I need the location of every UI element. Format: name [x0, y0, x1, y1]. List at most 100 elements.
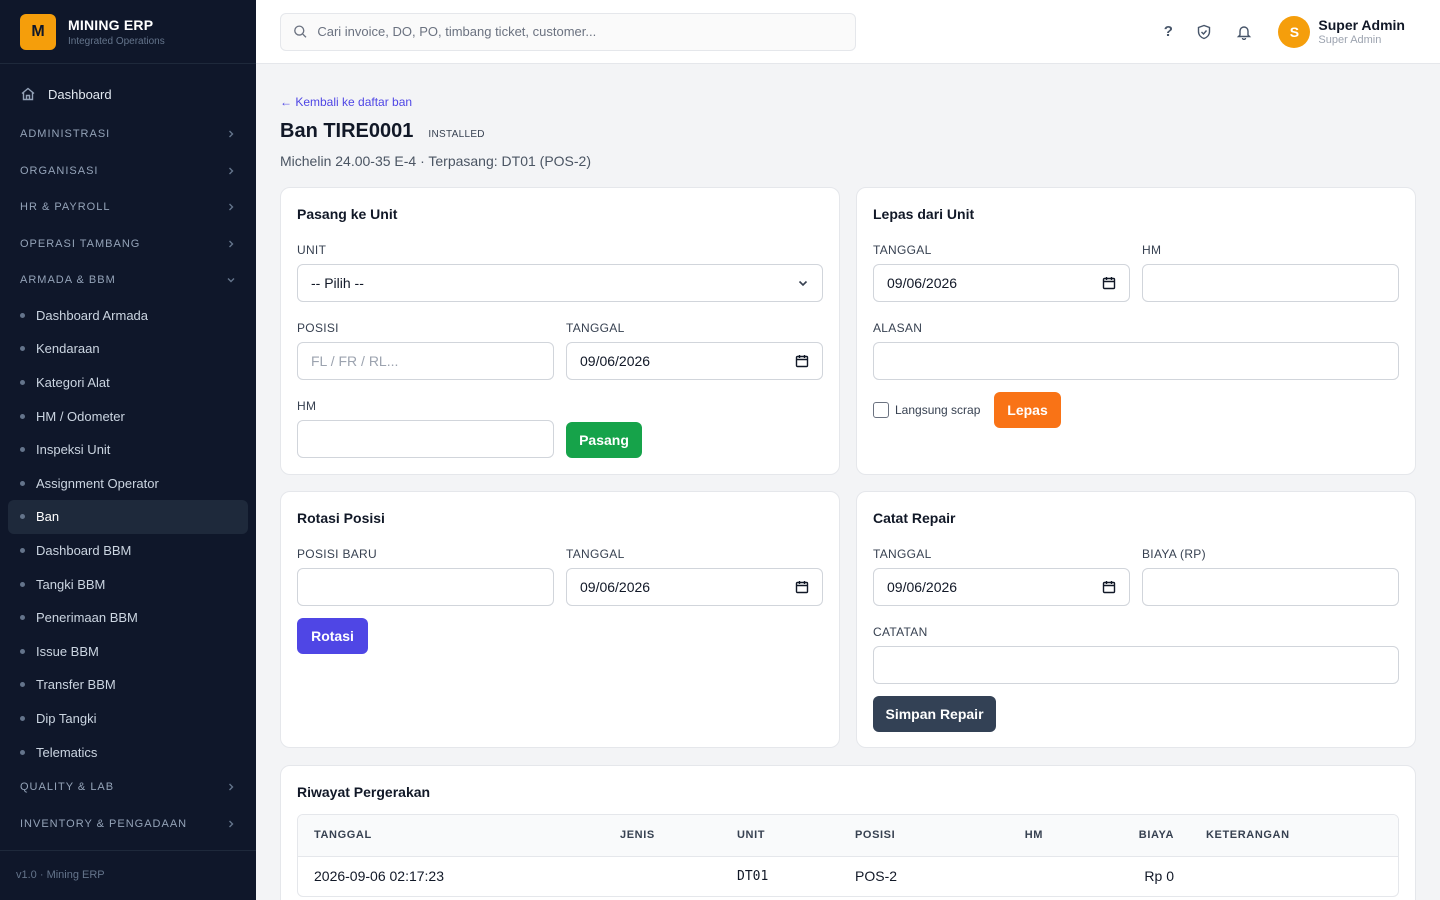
hm-input[interactable] — [1142, 264, 1399, 302]
user-role: Super Admin — [1318, 34, 1382, 46]
bullet-icon — [20, 480, 25, 486]
pasang-button[interactable]: Pasang — [566, 422, 642, 458]
sidebar-item-label: Ban — [36, 509, 60, 525]
unit-select-value: -- Pilih -- — [311, 275, 364, 291]
calendar-icon[interactable] — [795, 580, 809, 594]
tanggal-input[interactable]: 09/06/2026 — [566, 568, 823, 606]
posisi-input[interactable]: FL / FR / RL... — [297, 342, 554, 380]
bullet-icon — [20, 379, 25, 385]
cell-tanggal: 2026-09-06 02:17:23 — [314, 868, 444, 885]
brand-tagline: Integrated Operations — [68, 35, 165, 47]
bullet-icon — [20, 312, 25, 318]
card-title: Rotasi Posisi — [297, 510, 385, 526]
simpan-repair-button[interactable]: Simpan Repair — [873, 696, 996, 732]
bullet-icon — [20, 346, 25, 352]
col-keterangan[interactable]: KETERANGAN — [1190, 815, 1398, 857]
sidebar-group-armada-bbm[interactable]: ARMADA & BBM — [0, 262, 256, 299]
repair-card: Catat Repair TANGGAL 09/06/2026 BIAYA (R… — [856, 491, 1416, 748]
catatan-input[interactable] — [873, 646, 1399, 684]
sidebar-item-kategori-alat[interactable]: Kategori Alat — [8, 366, 248, 400]
user-menu[interactable]: Super Admin Super Admin — [1318, 17, 1405, 46]
col-unit[interactable]: UNIT — [721, 815, 839, 857]
sidebar-group-hr-payroll[interactable]: HR & PAYROLL — [0, 189, 256, 226]
card-title: Pasang ke Unit — [297, 206, 398, 222]
col-tanggal[interactable]: TANGGAL — [298, 815, 604, 857]
scrap-checkbox-row[interactable]: Langsung scrap — [873, 402, 980, 418]
search-input[interactable] — [317, 24, 843, 39]
sidebar-item-label: Kategori Alat — [36, 374, 110, 390]
sidebar-item-ban[interactable]: Ban — [8, 500, 248, 534]
calendar-icon[interactable] — [795, 354, 809, 368]
sidebar-item-label: Penerimaan BBM — [36, 610, 138, 626]
tanggal-value: 09/06/2026 — [580, 353, 651, 369]
biaya-label: BIAYA (RP) — [1142, 547, 1206, 561]
posisi-baru-input[interactable] — [297, 568, 554, 606]
sidebar-item-transfer-bbm[interactable]: Transfer BBM — [8, 668, 248, 702]
sidebar-group-administrasi[interactable]: ADMINISTRASI — [0, 116, 256, 153]
bullet-icon — [20, 547, 25, 553]
card-title: Catat Repair — [873, 510, 956, 526]
chevron-down-icon — [798, 280, 808, 287]
col-biaya[interactable]: BIAYA — [1059, 815, 1190, 857]
sidebar-group-organisasi[interactable]: ORGANISASI — [0, 153, 256, 190]
help-icon[interactable]: ? — [1163, 23, 1173, 40]
card-title: Lepas dari Unit — [873, 206, 975, 222]
sidebar-item-label: Inspeksi Unit — [36, 442, 111, 458]
sidebar-item-telematics[interactable]: Telematics — [8, 735, 248, 769]
top-header: ? S Super Admin Super Admin — [256, 0, 1440, 64]
sidebar-group-label: HR & PAYROLL — [20, 201, 111, 214]
bullet-icon — [20, 413, 25, 419]
tanggal-input[interactable]: 09/06/2026 — [566, 342, 823, 380]
cell-hm — [979, 856, 1059, 896]
page-title: Ban TIRE0001 — [280, 120, 414, 142]
sidebar-item-inspeksi-unit[interactable]: Inspeksi Unit — [8, 433, 248, 467]
lepas-button[interactable]: Lepas — [994, 392, 1061, 428]
tanggal-input[interactable]: 09/06/2026 — [873, 264, 1130, 302]
sidebar-item-hm-odometer[interactable]: HM / Odometer — [8, 399, 248, 433]
posisi-placeholder: FL / FR / RL... — [311, 353, 399, 369]
cell-jenis — [604, 856, 721, 896]
alasan-input[interactable] — [873, 342, 1399, 380]
sidebar-item-penerimaan-bbm[interactable]: Penerimaan BBM — [8, 601, 248, 635]
user-name: Super Admin — [1318, 17, 1405, 33]
bullet-icon — [20, 682, 25, 688]
sidebar-group-label: QUALITY & LAB — [20, 781, 115, 794]
rotasi-button[interactable]: Rotasi — [297, 618, 368, 654]
sidebar-item-kendaraan[interactable]: Kendaraan — [8, 332, 248, 366]
calendar-icon[interactable] — [1102, 580, 1116, 594]
sidebar-item-dashboard-armada[interactable]: Dashboard Armada — [8, 299, 248, 333]
sidebar-group-label: OPERASI TAMBANG — [20, 237, 141, 250]
sidebar-item-assignment-operator[interactable]: Assignment Operator — [8, 466, 248, 500]
tanggal-label: TANGGAL — [873, 243, 932, 257]
tanggal-label: TANGGAL — [566, 547, 625, 561]
table-row[interactable]: 2026-09-06 02:17:23 DT01 POS-2 Rp 0 — [298, 856, 1398, 896]
hm-input[interactable] — [297, 420, 554, 458]
shield-icon[interactable] — [1190, 18, 1218, 46]
scrap-checkbox[interactable] — [873, 402, 889, 418]
sidebar-group-quality-lab[interactable]: QUALITY & LAB — [0, 769, 256, 806]
unit-select[interactable]: -- Pilih -- — [297, 264, 823, 302]
search-box[interactable] — [280, 12, 856, 51]
sidebar-item-tangki-bbm[interactable]: Tangki BBM — [8, 567, 248, 601]
avatar[interactable]: S — [1278, 15, 1311, 48]
tanggal-input[interactable]: 09/06/2026 — [873, 568, 1130, 606]
col-posisi[interactable]: POSISI — [839, 815, 979, 857]
posisi-baru-label: POSISI BARU — [297, 547, 377, 561]
sidebar-item-issue-bbm[interactable]: Issue BBM — [8, 634, 248, 668]
back-link[interactable]: ← Kembali ke daftar ban — [280, 95, 413, 109]
brand[interactable]: M MINING ERP Integrated Operations — [0, 0, 256, 64]
col-jenis[interactable]: JENIS — [604, 815, 721, 857]
sidebar-item-dashboard-bbm[interactable]: Dashboard BBM — [8, 534, 248, 568]
sidebar-item-dashboard[interactable]: Dashboard — [0, 78, 256, 110]
hm-label: HM — [297, 399, 317, 413]
bell-icon[interactable] — [1230, 18, 1258, 46]
sidebar-item-dip-tangki[interactable]: Dip Tangki — [8, 702, 248, 736]
calendar-icon[interactable] — [1102, 276, 1116, 290]
sidebar-group-operasi-tambang[interactable]: OPERASI TAMBANG — [0, 226, 256, 263]
sidebar-item-label: Dashboard Armada — [36, 307, 149, 323]
chevron-right-icon — [229, 240, 234, 248]
tanggal-value: 09/06/2026 — [580, 579, 651, 595]
sidebar-group-inventory-pengadaan[interactable]: INVENTORY & PENGADAAN — [0, 805, 256, 842]
col-hm[interactable]: HM — [979, 815, 1059, 857]
biaya-input[interactable] — [1142, 568, 1399, 606]
